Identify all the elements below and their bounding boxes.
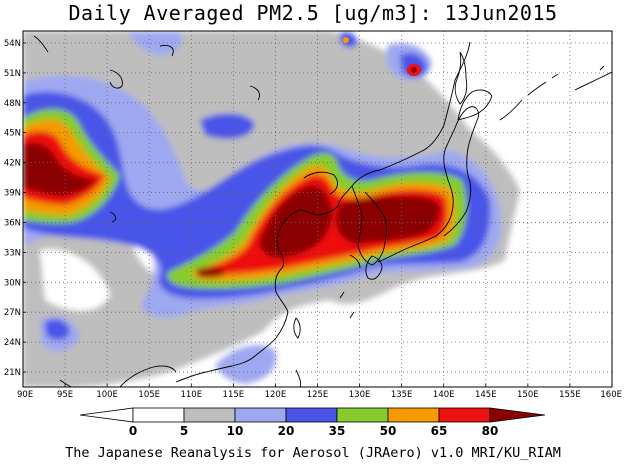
philippines-coastline	[295, 369, 302, 387]
clean-gap	[298, 326, 400, 387]
latitude-tick-label: 48N	[4, 99, 21, 109]
longitude-tick-label: 135E	[391, 390, 413, 400]
inland-borders	[33, 35, 361, 387]
kuril-islands	[499, 73, 559, 121]
colorbar-label: 5	[180, 424, 188, 438]
colorbar-high-arrow	[489, 407, 546, 423]
level-80-region	[259, 185, 333, 258]
graticule	[23, 31, 612, 387]
longitude-tick-label: 125E	[307, 390, 329, 400]
concentration-field	[23, 31, 612, 387]
colorbar-label: 10	[227, 424, 244, 438]
longitude-tick-label: 90E	[17, 390, 33, 400]
kyushu-coastline	[365, 255, 383, 280]
hotspot	[411, 67, 417, 73]
colorbar-label: 20	[278, 424, 295, 438]
colorbar-segment	[234, 407, 287, 423]
pacific-islands	[339, 65, 605, 319]
level-10-region	[215, 345, 277, 384]
colorbar-segment	[285, 407, 338, 423]
latitude-tick-label: 39N	[4, 189, 21, 199]
latitude-tick-label: 36N	[4, 218, 21, 228]
latitude-tick-label: 42N	[4, 159, 21, 169]
colorbar: 0 5 10 20 35 50 65 80	[79, 407, 546, 438]
colorbar-segment	[438, 407, 491, 423]
longitude-tick-label: 145E	[475, 390, 497, 400]
longitude-tick-label: 115E	[223, 390, 245, 400]
hokkaido-coastline	[457, 89, 493, 121]
southeast-asia-coastline	[119, 365, 177, 387]
longitude-tick-label: 155E	[559, 390, 581, 400]
coastlines	[33, 35, 612, 387]
longitude-tick-label: 140E	[433, 390, 455, 400]
longitude-tick-label: 160E	[600, 390, 622, 400]
sakhalin-coastline	[454, 51, 468, 105]
latitude-tick-label: 24N	[4, 338, 21, 348]
longitude-tick-label: 130E	[349, 390, 371, 400]
colorbar-label: 0	[129, 424, 137, 438]
level-80-region	[196, 267, 226, 278]
colorbar-segment	[183, 407, 236, 423]
japan-coastline	[377, 106, 479, 263]
colorbar-label: 80	[482, 424, 499, 438]
level-20-region	[200, 113, 255, 139]
latitude-labels: 54N 51N 48N 45N 42N 39N 36N 33N 30N 27N 24N 21N	[4, 39, 26, 378]
longitude-tick-label: 95E	[57, 390, 73, 400]
longitude-tick-label: 110E	[180, 390, 202, 400]
longitude-tick-label: 105E	[138, 390, 160, 400]
longitude-tick-label: 100E	[96, 390, 118, 400]
taiwan-coastline	[293, 317, 301, 339]
china-coastline	[175, 41, 612, 383]
latitude-tick-label: 30N	[4, 278, 21, 288]
footer-caption: The Japanese Reanalysis for Aerosol (JRA…	[65, 445, 561, 461]
colorbar-label: 35	[329, 424, 346, 438]
clean-gap	[40, 249, 110, 311]
colorbar-segment	[132, 407, 185, 423]
latitude-tick-label: 54N	[4, 39, 21, 49]
longitude-tick-label: 150E	[517, 390, 539, 400]
korea-coastline	[351, 185, 387, 266]
colorbar-low-arrow	[79, 407, 134, 423]
hotspot	[343, 37, 349, 43]
latitude-tick-label: 21N	[4, 368, 21, 378]
colorbar-label: 65	[431, 424, 448, 438]
level-80-region	[336, 196, 440, 244]
latitude-tick-label: 45N	[4, 129, 21, 139]
colorbar-segment	[336, 407, 389, 423]
colorbar-label: 50	[380, 424, 397, 438]
latitude-tick-label: 27N	[4, 308, 21, 318]
colorbar-segment	[387, 407, 440, 423]
level-80-region	[23, 143, 96, 196]
map-title: Daily Averaged PM2.5 [ug/m3]: 13Jun2015	[68, 1, 558, 25]
latitude-tick-label: 51N	[4, 69, 21, 79]
level-20-region	[45, 319, 70, 340]
clean-gap	[510, 31, 612, 387]
latitude-tick-label: 33N	[4, 248, 21, 258]
longitude-labels: 90E 95E 100E 105E 110E 115E 120E 125E 130E 135E 14…	[17, 384, 622, 400]
longitude-tick-label: 120E	[265, 390, 287, 400]
